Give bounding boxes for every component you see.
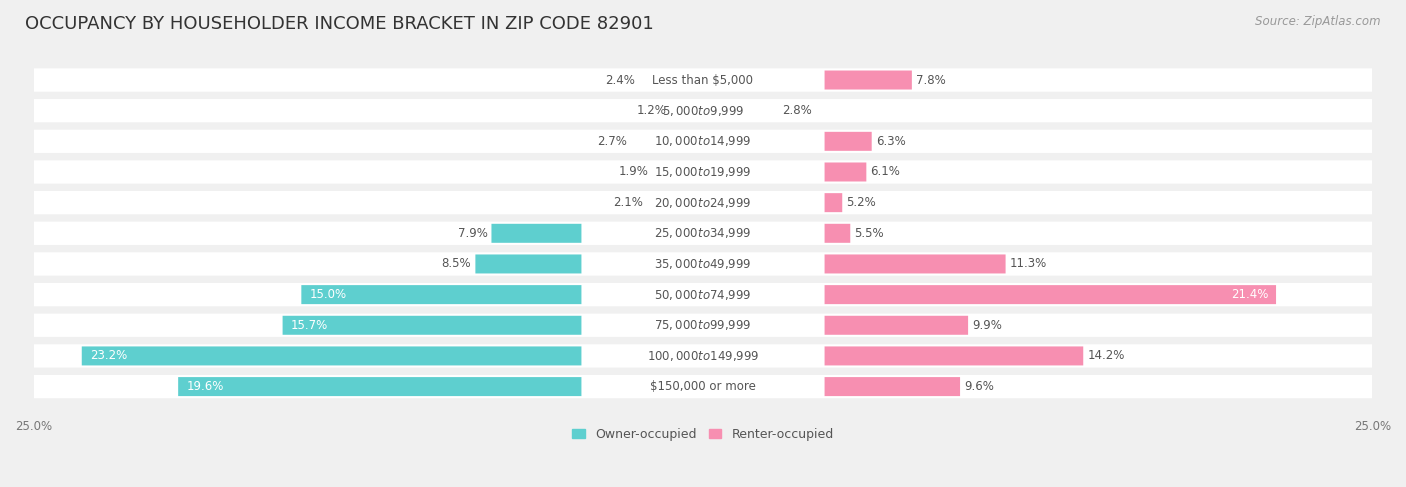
FancyBboxPatch shape (824, 224, 851, 243)
Text: 15.7%: 15.7% (291, 319, 328, 332)
FancyBboxPatch shape (34, 344, 1372, 368)
Text: Less than $5,000: Less than $5,000 (652, 74, 754, 87)
FancyBboxPatch shape (582, 345, 824, 367)
Text: 2.7%: 2.7% (596, 135, 627, 148)
Text: 21.4%: 21.4% (1230, 288, 1268, 301)
FancyBboxPatch shape (824, 346, 1083, 365)
FancyBboxPatch shape (34, 283, 1372, 306)
Text: $15,000 to $19,999: $15,000 to $19,999 (654, 165, 752, 179)
FancyBboxPatch shape (582, 315, 824, 336)
Text: 6.1%: 6.1% (870, 166, 900, 179)
Text: 2.4%: 2.4% (605, 74, 634, 87)
Text: 1.9%: 1.9% (619, 166, 648, 179)
Text: 14.2%: 14.2% (1087, 350, 1125, 362)
FancyBboxPatch shape (301, 285, 582, 304)
FancyBboxPatch shape (34, 191, 1372, 214)
FancyBboxPatch shape (824, 377, 960, 396)
FancyBboxPatch shape (82, 346, 582, 365)
Text: 6.3%: 6.3% (876, 135, 905, 148)
Text: $25,000 to $34,999: $25,000 to $34,999 (654, 226, 752, 240)
FancyBboxPatch shape (34, 99, 1372, 122)
Text: $35,000 to $49,999: $35,000 to $49,999 (654, 257, 752, 271)
FancyBboxPatch shape (582, 253, 824, 275)
FancyBboxPatch shape (34, 68, 1372, 92)
FancyBboxPatch shape (582, 376, 824, 397)
FancyBboxPatch shape (34, 314, 1372, 337)
FancyBboxPatch shape (824, 193, 842, 212)
Text: $10,000 to $14,999: $10,000 to $14,999 (654, 134, 752, 149)
Text: 8.5%: 8.5% (441, 258, 471, 270)
Text: $50,000 to $74,999: $50,000 to $74,999 (654, 288, 752, 301)
Text: 2.8%: 2.8% (782, 104, 811, 117)
FancyBboxPatch shape (824, 132, 872, 151)
Text: $75,000 to $99,999: $75,000 to $99,999 (654, 318, 752, 332)
Text: 19.6%: 19.6% (186, 380, 224, 393)
FancyBboxPatch shape (824, 71, 912, 90)
Text: 7.9%: 7.9% (457, 227, 488, 240)
FancyBboxPatch shape (34, 130, 1372, 153)
FancyBboxPatch shape (34, 222, 1372, 245)
Text: 15.0%: 15.0% (309, 288, 346, 301)
FancyBboxPatch shape (492, 224, 582, 243)
FancyBboxPatch shape (283, 316, 582, 335)
FancyBboxPatch shape (824, 255, 1005, 274)
FancyBboxPatch shape (475, 255, 582, 274)
Text: 2.1%: 2.1% (613, 196, 643, 209)
Text: 1.2%: 1.2% (637, 104, 666, 117)
FancyBboxPatch shape (582, 100, 824, 121)
FancyBboxPatch shape (824, 316, 969, 335)
FancyBboxPatch shape (34, 160, 1372, 184)
Text: 23.2%: 23.2% (90, 350, 127, 362)
FancyBboxPatch shape (582, 223, 824, 244)
Text: 9.6%: 9.6% (965, 380, 994, 393)
Text: $20,000 to $24,999: $20,000 to $24,999 (654, 196, 752, 209)
Text: Source: ZipAtlas.com: Source: ZipAtlas.com (1256, 15, 1381, 28)
Text: $5,000 to $9,999: $5,000 to $9,999 (662, 104, 744, 118)
FancyBboxPatch shape (824, 285, 1277, 304)
Text: 7.8%: 7.8% (915, 74, 946, 87)
FancyBboxPatch shape (582, 69, 824, 91)
Text: $150,000 or more: $150,000 or more (650, 380, 756, 393)
Text: OCCUPANCY BY HOUSEHOLDER INCOME BRACKET IN ZIP CODE 82901: OCCUPANCY BY HOUSEHOLDER INCOME BRACKET … (25, 15, 654, 33)
FancyBboxPatch shape (824, 163, 866, 182)
FancyBboxPatch shape (582, 192, 824, 213)
Text: 5.2%: 5.2% (846, 196, 876, 209)
FancyBboxPatch shape (582, 131, 824, 152)
FancyBboxPatch shape (34, 375, 1372, 398)
FancyBboxPatch shape (582, 161, 824, 183)
Legend: Owner-occupied, Renter-occupied: Owner-occupied, Renter-occupied (568, 423, 838, 446)
FancyBboxPatch shape (179, 377, 582, 396)
Text: 11.3%: 11.3% (1010, 258, 1047, 270)
Text: 9.9%: 9.9% (972, 319, 1002, 332)
Text: 5.5%: 5.5% (855, 227, 884, 240)
Text: $100,000 to $149,999: $100,000 to $149,999 (647, 349, 759, 363)
FancyBboxPatch shape (582, 284, 824, 305)
FancyBboxPatch shape (34, 252, 1372, 276)
